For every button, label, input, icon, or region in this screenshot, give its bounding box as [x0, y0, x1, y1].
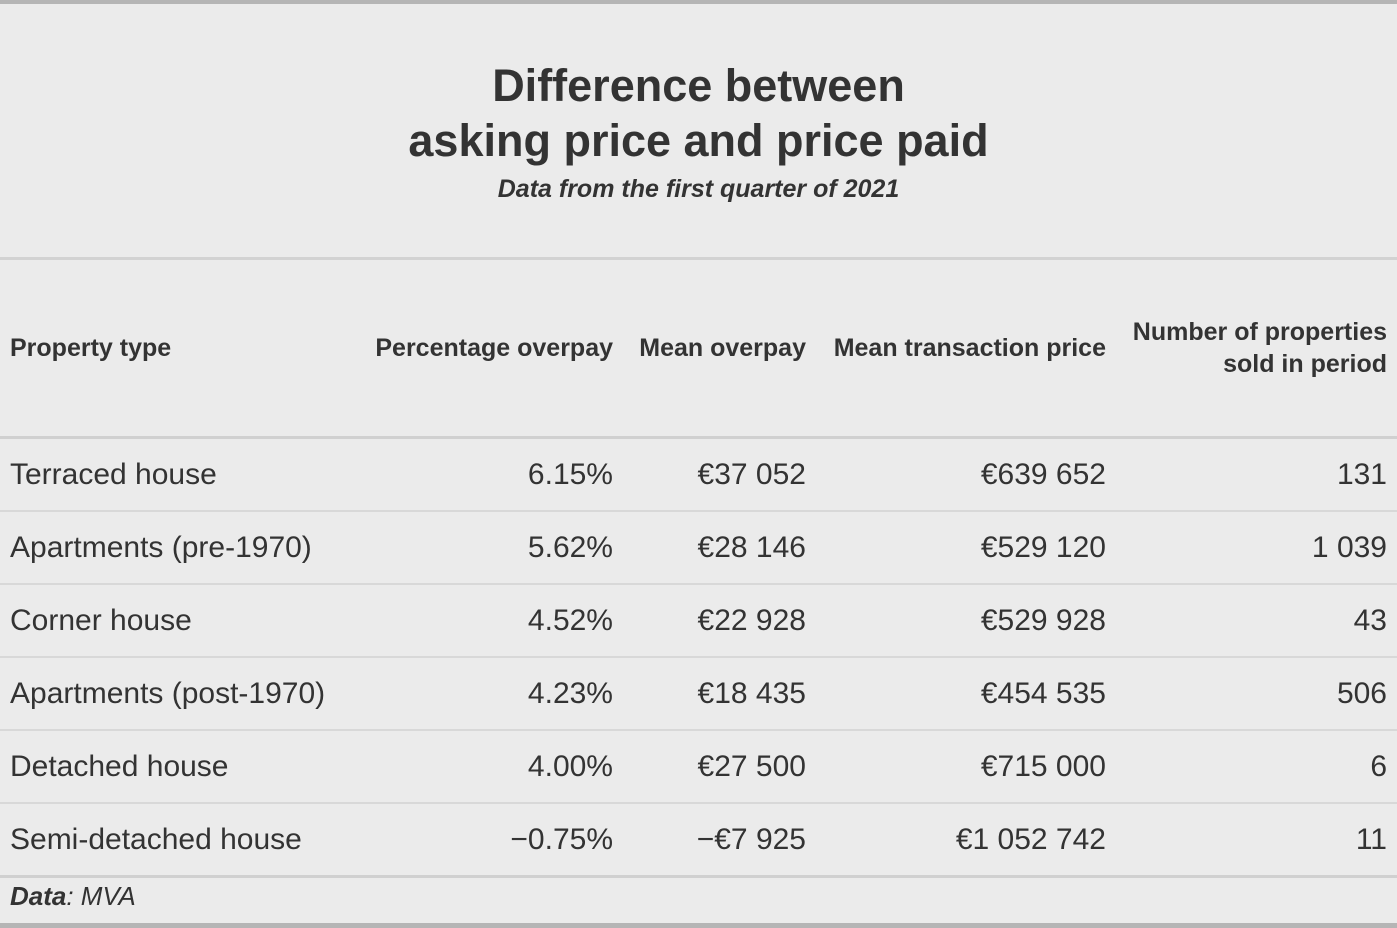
column-header-percentage-overpay: Percentage overpay: [360, 260, 623, 439]
cell-mean-overpay: €37 052: [623, 437, 816, 512]
table-header-row: Property type Percentage overpay Mean ov…: [0, 260, 1397, 439]
cell-mean-transaction-price: €639 652: [816, 437, 1116, 512]
cell-mean-transaction-price: €1 052 742: [816, 803, 1116, 878]
column-header-mean-overpay: Mean overpay: [623, 260, 816, 439]
cell-number-sold: 43: [1116, 584, 1397, 658]
cell-number-sold: 11: [1116, 803, 1397, 878]
cell-property-type: Apartments (post-1970): [0, 657, 360, 731]
table-row: Corner house 4.52% €22 928 €529 928 43: [0, 584, 1397, 658]
header-divider: [0, 257, 1397, 260]
column-header-number-sold-line-1: Number of properties: [1132, 318, 1387, 346]
cell-mean-overpay: €18 435: [623, 657, 816, 731]
table-row: Semi-detached house −0.75% −€7 925 €1 05…: [0, 803, 1397, 878]
data-table: Property type Percentage overpay Mean ov…: [0, 260, 1397, 878]
chart-title-line-1: Difference between: [492, 60, 905, 111]
column-header-property-type: Property type: [0, 260, 360, 439]
cell-mean-overpay: €28 146: [623, 511, 816, 585]
cell-mean-transaction-price: €454 535: [816, 657, 1116, 731]
top-border: [0, 0, 1397, 4]
cell-number-sold: 6: [1116, 730, 1397, 804]
table-row: Apartments (post-1970) 4.23% €18 435 €45…: [0, 657, 1397, 731]
cell-mean-transaction-price: €529 928: [816, 584, 1116, 658]
cell-property-type: Semi-detached house: [0, 803, 360, 878]
cell-percentage-overpay: 6.15%: [360, 437, 623, 512]
bottom-border: [0, 923, 1397, 928]
cell-property-type: Apartments (pre-1970): [0, 511, 360, 585]
chart-title-line-2: asking price and price paid: [408, 115, 989, 166]
source-label: Data: [10, 881, 67, 911]
cell-percentage-overpay: −0.75%: [360, 803, 623, 878]
cell-number-sold: 506: [1116, 657, 1397, 731]
column-header-number-sold-line-2: sold in period: [1223, 350, 1387, 378]
cell-percentage-overpay: 4.52%: [360, 584, 623, 658]
source-text: : MVA: [66, 881, 136, 911]
cell-mean-overpay: €27 500: [623, 730, 816, 804]
table-row: Apartments (pre-1970) 5.62% €28 146 €529…: [0, 511, 1397, 585]
cell-percentage-overpay: 5.62%: [360, 511, 623, 585]
chart-title: Difference between asking price and pric…: [0, 58, 1397, 168]
cell-percentage-overpay: 4.00%: [360, 730, 623, 804]
column-header-mean-transaction-price: Mean transaction price: [816, 260, 1116, 439]
cell-property-type: Detached house: [0, 730, 360, 804]
source-note: Data: MVA: [10, 881, 136, 912]
column-header-number-sold: Number of properties sold in period: [1116, 260, 1397, 439]
cell-mean-transaction-price: €715 000: [816, 730, 1116, 804]
cell-property-type: Terraced house: [0, 437, 360, 512]
cell-number-sold: 1 039: [1116, 511, 1397, 585]
chart-header: Difference between asking price and pric…: [0, 58, 1397, 204]
cell-mean-transaction-price: €529 120: [816, 511, 1116, 585]
cell-mean-overpay: €22 928: [623, 584, 816, 658]
cell-percentage-overpay: 4.23%: [360, 657, 623, 731]
cell-property-type: Corner house: [0, 584, 360, 658]
cell-mean-overpay: −€7 925: [623, 803, 816, 878]
table-row: Detached house 4.00% €27 500 €715 000 6: [0, 730, 1397, 804]
chart-subtitle: Data from the first quarter of 2021: [497, 175, 900, 203]
cell-number-sold: 131: [1116, 437, 1397, 512]
table-row: Terraced house 6.15% €37 052 €639 652 13…: [0, 437, 1397, 512]
